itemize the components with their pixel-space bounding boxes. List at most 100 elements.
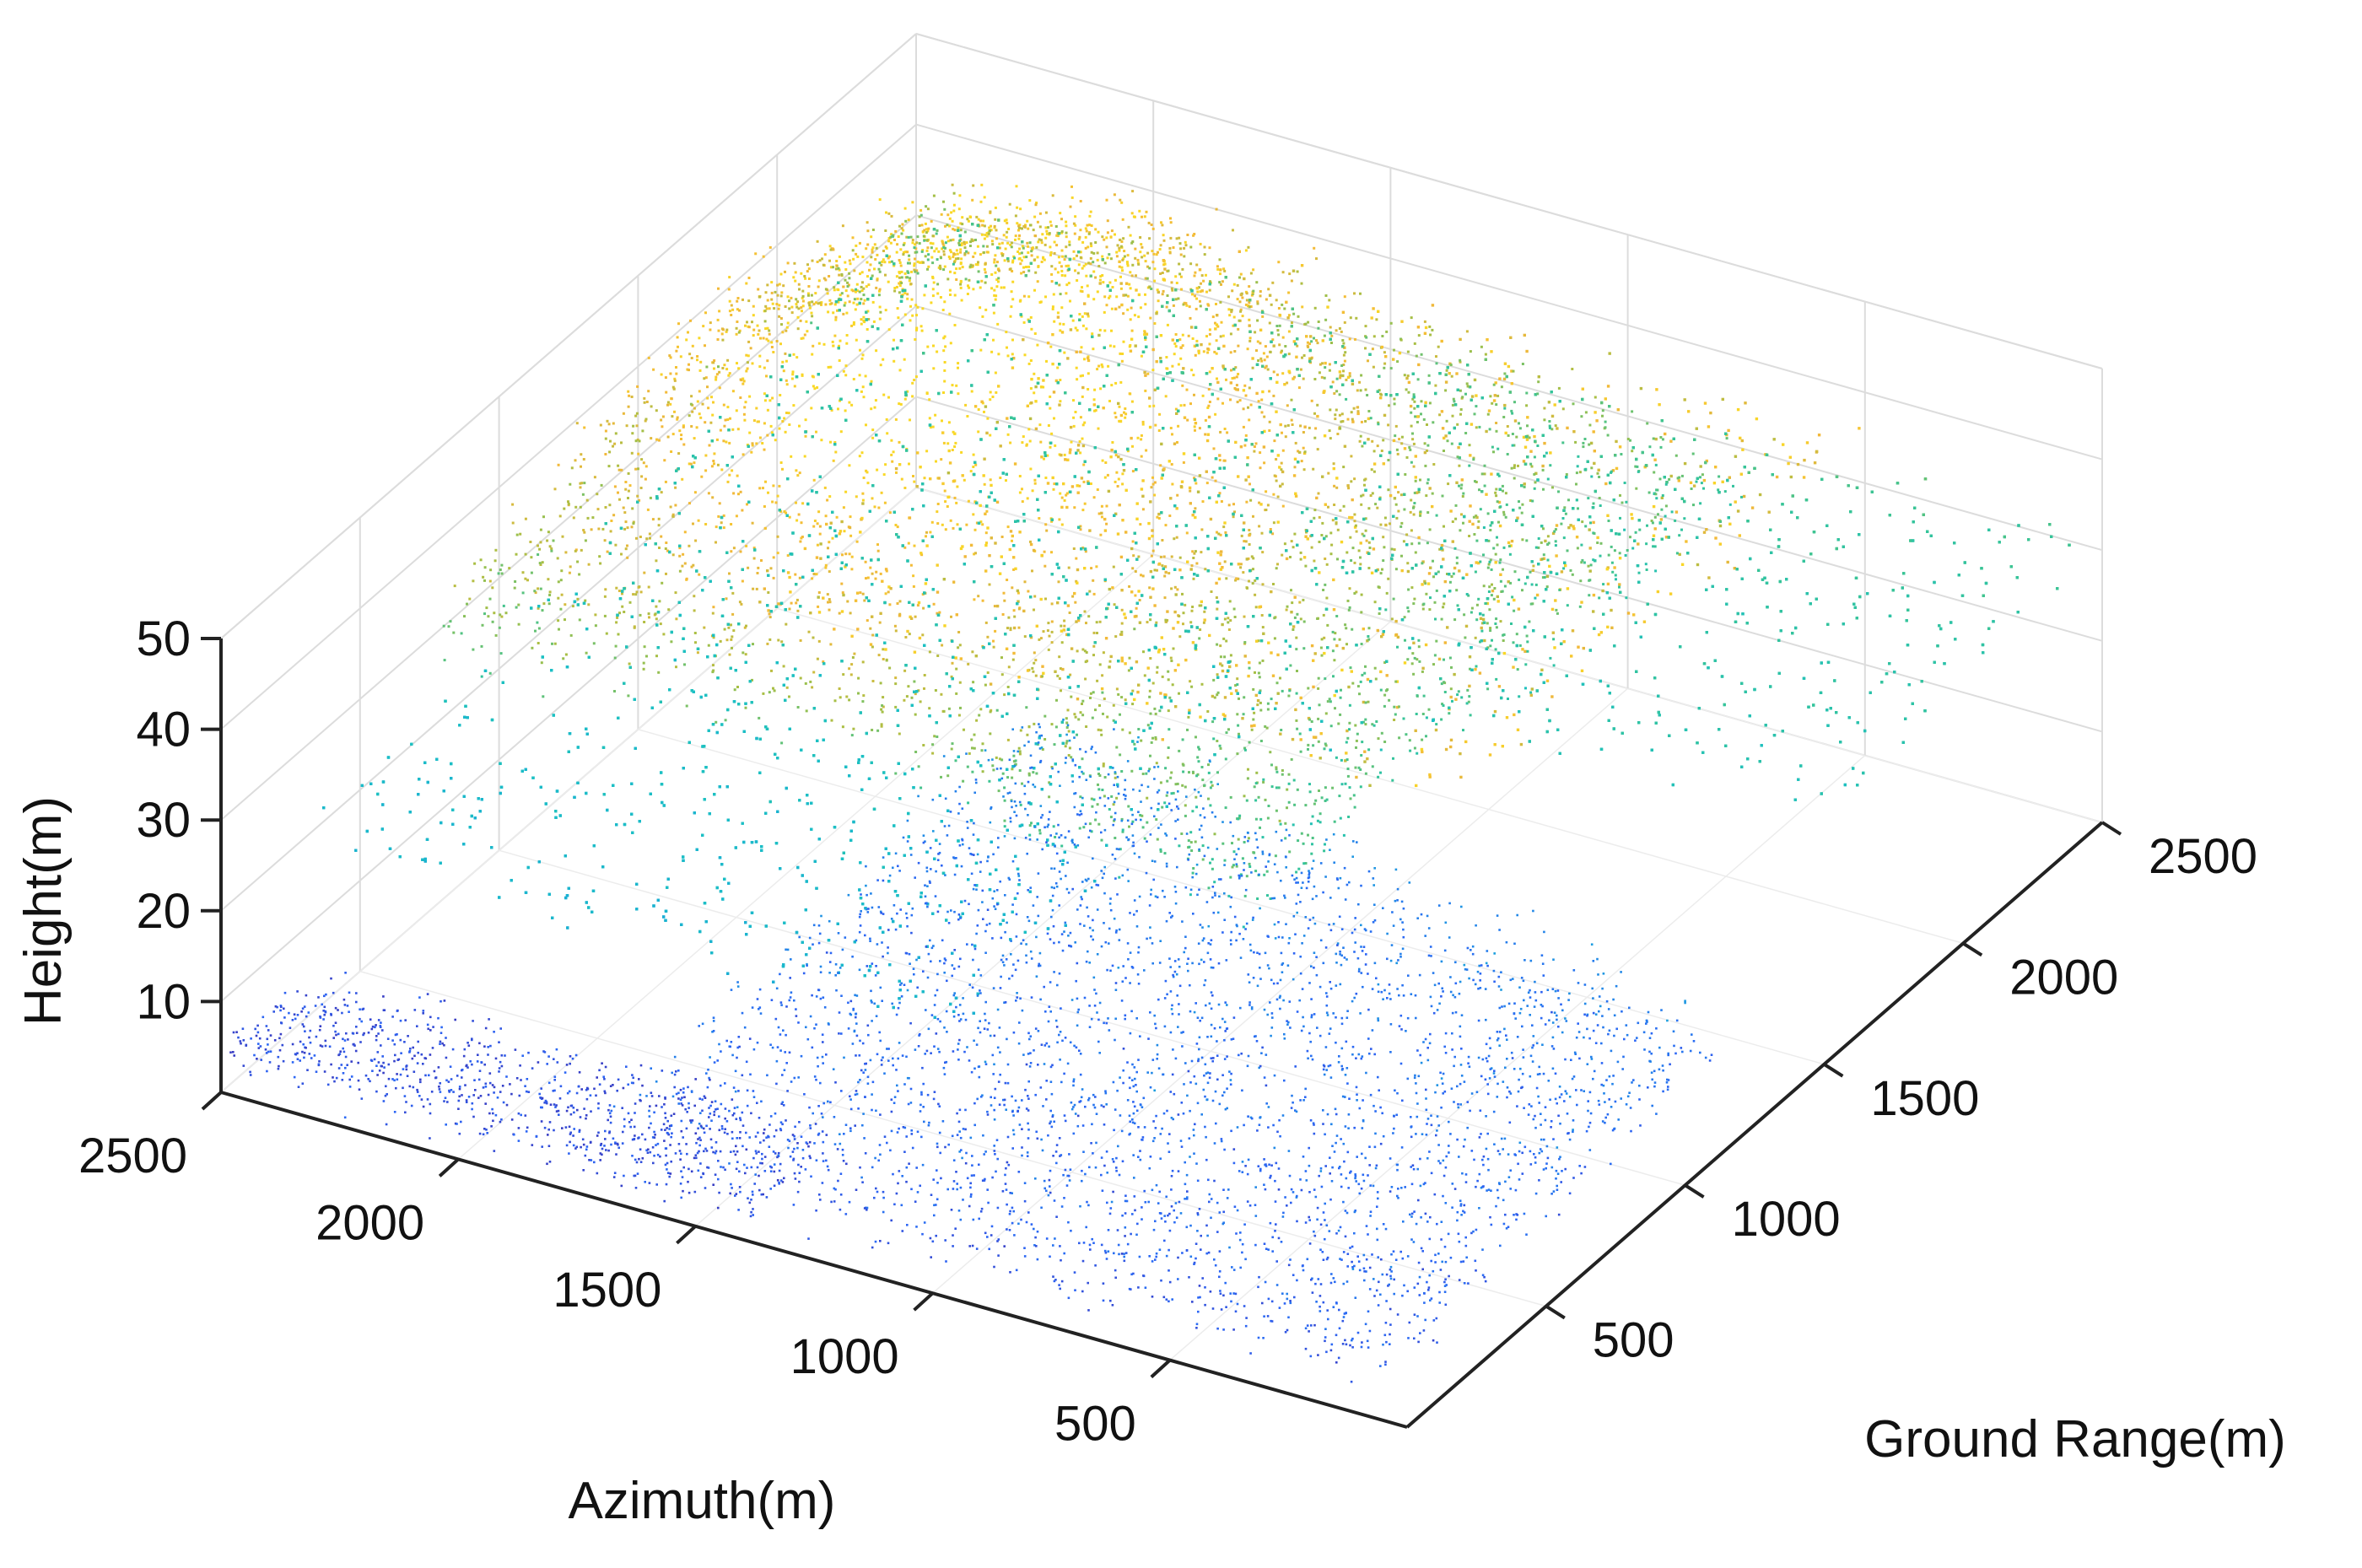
data-point	[418, 996, 421, 999]
data-point	[1386, 1274, 1389, 1276]
data-point	[305, 994, 308, 997]
data-point	[876, 730, 879, 732]
data-point	[852, 1008, 855, 1010]
data-point	[320, 1044, 322, 1047]
data-point	[243, 1039, 245, 1042]
data-point	[1043, 1188, 1046, 1190]
data-point	[647, 1149, 650, 1151]
data-point	[1159, 1248, 1162, 1251]
data-point	[840, 1194, 843, 1196]
data-point	[1558, 1214, 1561, 1216]
data-point	[944, 1239, 946, 1242]
data-point	[426, 838, 429, 841]
data-point	[1228, 1247, 1231, 1249]
data-point	[424, 1075, 427, 1077]
data-point	[1270, 1222, 1272, 1225]
data-point	[553, 1129, 555, 1132]
data-point	[1491, 1224, 1493, 1226]
data-point	[1155, 1115, 1157, 1118]
data-point	[372, 1026, 375, 1028]
data-point	[1610, 1163, 1612, 1166]
data-point	[557, 597, 559, 600]
data-point	[1000, 987, 1002, 989]
data-point	[710, 1139, 713, 1141]
grid-line	[916, 306, 2102, 641]
data-point	[854, 1030, 856, 1032]
data-point	[997, 1047, 1000, 1049]
data-point	[1026, 962, 1028, 964]
data-point	[1244, 895, 1247, 897]
data-point	[655, 1105, 658, 1107]
data-point	[1351, 1338, 1354, 1340]
data-point	[830, 1201, 833, 1204]
data-point	[1324, 1134, 1326, 1136]
data-point	[896, 1193, 898, 1195]
data-point	[892, 1006, 895, 1009]
data-point	[1310, 1324, 1313, 1327]
data-point	[862, 1071, 865, 1074]
data-point	[828, 1023, 830, 1026]
data-point	[822, 996, 825, 999]
data-point	[473, 563, 476, 565]
data-point	[478, 1043, 481, 1045]
data-point	[1030, 1035, 1033, 1037]
data-point	[1393, 1128, 1395, 1130]
data-point	[1313, 1133, 1316, 1135]
data-point	[957, 1059, 960, 1061]
data-point	[774, 689, 776, 692]
data-point	[1286, 1298, 1289, 1301]
data-point	[488, 1094, 490, 1097]
data-point	[1157, 1044, 1159, 1047]
data-point	[956, 1113, 958, 1115]
data-point	[568, 751, 570, 753]
data-point	[1413, 1241, 1416, 1243]
data-point	[973, 1102, 976, 1105]
data-point	[1483, 1156, 1486, 1158]
data-point	[1189, 893, 1192, 896]
data-point	[757, 1132, 759, 1134]
data-point	[1091, 1238, 1093, 1241]
data-point	[1313, 1231, 1315, 1233]
data-point	[752, 1214, 754, 1216]
data-point	[905, 1181, 908, 1183]
data-point	[809, 1141, 812, 1144]
data-point	[939, 1105, 941, 1107]
data-point	[785, 623, 787, 626]
data-point	[353, 1043, 355, 1046]
data-point	[1497, 1197, 1500, 1199]
data-point	[644, 645, 646, 648]
data-point	[1130, 1032, 1132, 1035]
data-point	[1523, 1213, 1526, 1215]
data-point	[971, 1164, 973, 1167]
data-point	[723, 878, 725, 881]
data-point	[858, 888, 860, 891]
data-point	[737, 1090, 740, 1092]
data-point	[1049, 1192, 1052, 1194]
data-point	[1177, 1278, 1179, 1280]
data-point	[267, 1043, 269, 1046]
data-point	[1149, 1011, 1151, 1014]
data-point	[515, 1048, 517, 1051]
data-point	[777, 639, 779, 642]
data-point	[1346, 1212, 1349, 1215]
data-point	[1410, 1116, 1412, 1118]
data-point	[1000, 976, 1002, 978]
data-point	[1029, 1052, 1032, 1054]
data-point	[1248, 865, 1251, 868]
data-point	[1077, 1011, 1080, 1014]
data-point	[1043, 1180, 1046, 1183]
data-point	[782, 1102, 785, 1104]
data-point	[738, 1036, 741, 1038]
data-point	[1058, 1284, 1060, 1286]
data-point	[650, 1151, 652, 1154]
data-point	[270, 1050, 272, 1053]
grid-line	[221, 34, 916, 639]
data-point	[1197, 1212, 1200, 1215]
data-point	[1310, 1119, 1313, 1122]
data-point	[440, 822, 442, 824]
data-point	[862, 1113, 865, 1115]
data-point	[1254, 1035, 1257, 1037]
data-point	[790, 991, 793, 994]
data-point	[761, 1153, 763, 1156]
data-point	[985, 1063, 988, 1065]
